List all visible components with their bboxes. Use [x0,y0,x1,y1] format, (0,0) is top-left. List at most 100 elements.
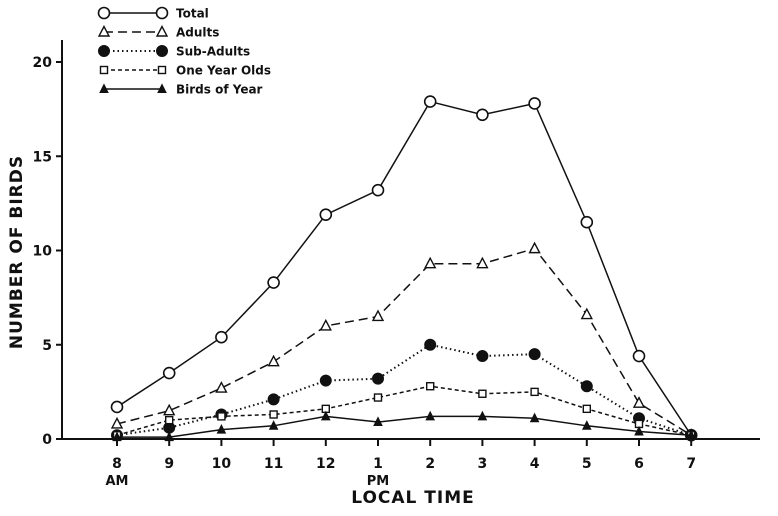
data-point [371,183,385,197]
legend-marker [157,83,167,93]
data-point [476,350,489,363]
data-point [267,393,280,406]
data-point [164,431,175,442]
series-line [116,343,692,437]
data-point [319,374,332,387]
y-tick-label: 0 [42,432,52,448]
data-point [686,429,697,440]
data-point [216,423,227,434]
data-point [580,380,593,393]
legend-marker [155,6,169,20]
data-point [478,389,487,398]
legend-marker [155,24,169,37]
x-tick-label: 4 [530,456,540,472]
data-point [268,420,279,430]
legend-item: One Year Olds [99,64,271,78]
data-point [267,354,280,367]
data-point [110,400,124,414]
data-point [632,349,646,363]
series-sub-adults [111,338,698,442]
data-point [319,208,333,221]
x-tick-sublabel: PM [367,474,389,489]
data-point [163,403,176,416]
data-point [217,412,226,421]
x-tick-label: 12 [316,456,335,472]
series-adults [110,241,698,440]
y-tick-label: 10 [33,244,53,260]
legend-marker [97,24,111,37]
data-point [528,97,541,110]
data-point [267,276,280,289]
legend-marker [99,65,109,75]
x-tick-label: 9 [164,456,174,472]
data-point [373,416,383,427]
data-point [164,415,174,425]
x-tick-label: 10 [212,456,232,472]
legend-label: Sub-Adults [176,45,250,59]
data-point [632,396,646,408]
data-point [215,330,228,344]
data-point [425,410,436,421]
data-point [476,256,489,269]
data-point [424,338,437,351]
x-tick-label: 6 [634,456,644,472]
legend-label: Total [176,7,209,21]
data-point [110,416,124,429]
y-axis-title: NUMBER OF BIRDS [7,155,27,349]
x-tick-label: 3 [478,456,488,472]
series-line [116,247,692,436]
series-birds-of-year [112,410,697,442]
legend-label: Birds of Year [176,83,263,97]
data-point [530,387,539,397]
data-point [269,410,278,419]
legend: Total Adults Sub-Adults One Year Olds Birds … [97,6,271,97]
data-point [529,412,540,423]
data-point [215,381,228,393]
series-layer [110,95,698,442]
legend-item: Sub-Adults [98,45,250,59]
legend-marker [99,83,109,93]
axes: 0 5 10 15 20 8 AM 9 10 11 12 1 PM 2 3 4 5 6 7 [33,40,760,489]
data-point [424,256,437,269]
data-point [372,372,384,385]
data-point [528,348,541,361]
data-point [580,307,593,320]
legend-marker [98,45,110,57]
legend-item: Adults [97,24,219,40]
y-tick-label: 15 [33,149,52,165]
y-tick-label: 5 [42,338,52,354]
series-one-year-olds [112,382,696,440]
x-tick-label: 7 [686,456,696,472]
legend-item: Birds of Year [99,83,263,97]
data-point [477,410,488,421]
x-tick-label: 8 [112,456,122,472]
legend-marker [156,45,168,57]
legend-marker [157,65,167,75]
x-tick-label: 11 [264,456,283,472]
data-point [319,318,332,331]
series-line [116,100,692,436]
data-point [371,309,385,322]
x-tick-label: 5 [582,456,592,472]
series-line [117,415,692,438]
data-point [373,393,383,402]
data-point [476,108,489,122]
legend-item: Total [97,6,209,21]
legend-marker [97,6,111,20]
data-point [634,425,644,436]
data-point [320,410,331,421]
data-point [582,404,591,414]
legend-label: Adults [176,26,219,40]
legend-label: One Year Olds [176,64,271,78]
series-total [110,95,698,442]
x-axis-title: LOCAL TIME [351,488,475,508]
data-point [426,382,435,391]
data-point [112,431,122,442]
data-point [162,366,176,380]
x-tick-label: 2 [425,456,435,472]
x-tick-label: 1 [373,456,383,472]
data-point [580,215,594,229]
data-point [423,95,437,108]
y-tick-label: 20 [33,55,53,71]
